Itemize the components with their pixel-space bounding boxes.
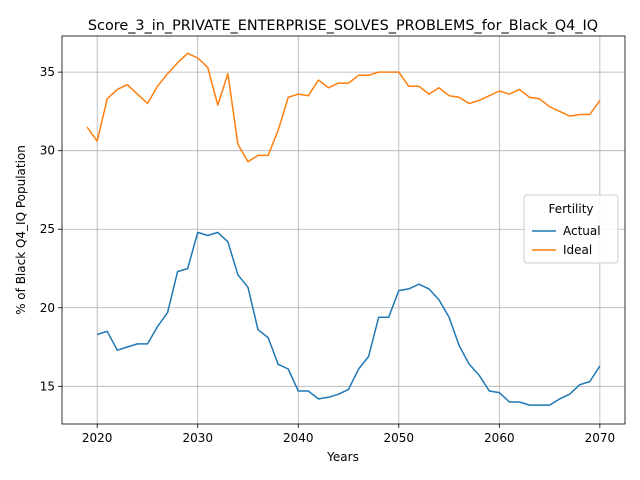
grid [62, 36, 625, 424]
x-tick-label: 2020 [82, 431, 113, 445]
x-tick-label: 2070 [585, 431, 616, 445]
x-tick-label: 2060 [484, 431, 515, 445]
series-line-actual [96, 231, 601, 406]
legend: Fertility Actual Ideal [523, 194, 619, 264]
y-tick-label: 35 [40, 65, 55, 79]
x-tick-label: 2030 [182, 431, 213, 445]
y-tick-label: 15 [40, 379, 55, 393]
plot-frame [61, 35, 626, 425]
legend-label-actual: Actual [563, 224, 601, 238]
y-tick-label: 30 [40, 144, 55, 158]
legend-title: Fertility [548, 202, 593, 216]
x-tick-label: 2040 [283, 431, 314, 445]
legend-label-ideal: Ideal [563, 243, 592, 257]
x-axis-label: Years [326, 450, 359, 464]
chart-title: Score_3_in_PRIVATE_ENTERPRISE_SOLVES_PRO… [88, 18, 598, 34]
legend-box [523, 194, 619, 264]
series-lines [86, 52, 601, 406]
series-line-ideal [86, 52, 601, 163]
y-tick-label: 20 [40, 301, 55, 315]
ticks: 2020 2030 2040 2050 2060 2070 15 20 25 30 35 [40, 65, 615, 445]
y-tick-label: 25 [40, 222, 55, 236]
y-axis-label: % of Black Q4_IQ Population [14, 145, 28, 315]
x-tick-label: 2050 [384, 431, 415, 445]
